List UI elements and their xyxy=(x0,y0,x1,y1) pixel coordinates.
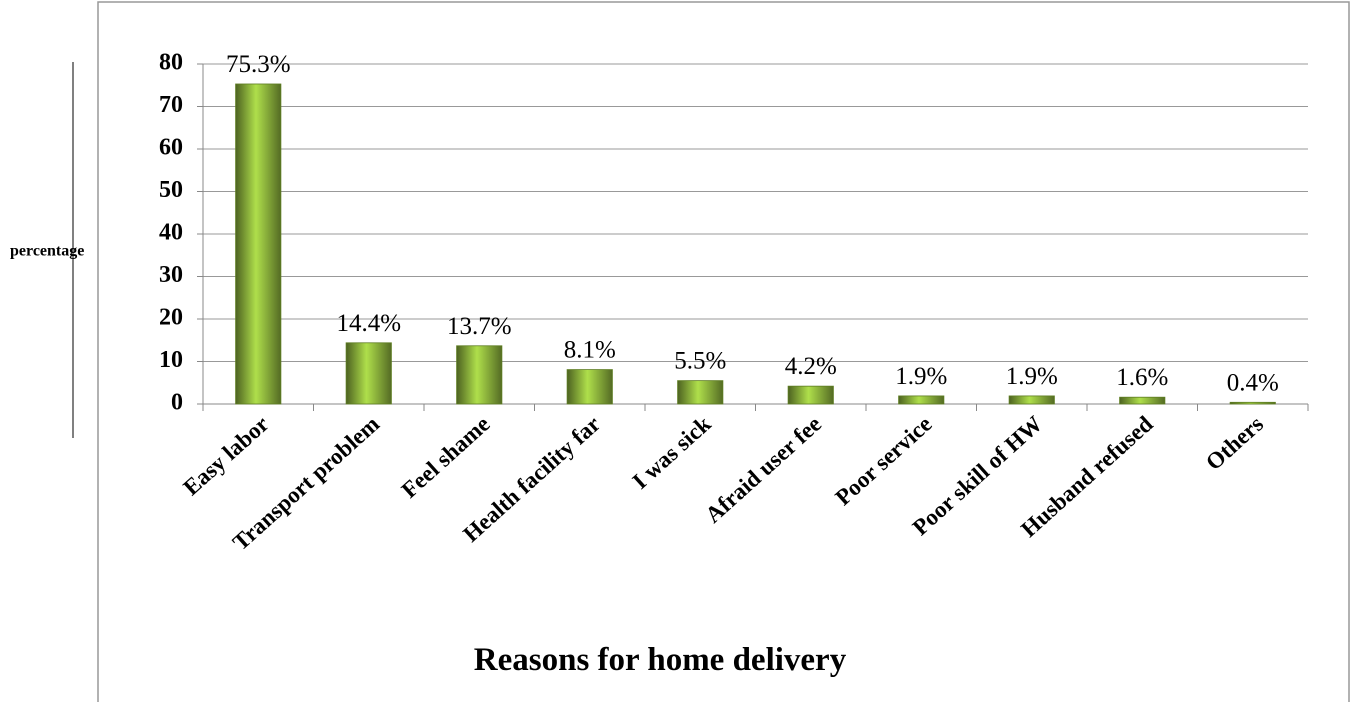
value-label: 13.7% xyxy=(447,313,512,340)
y-tick-label: 50 xyxy=(159,177,183,203)
value-label: 5.5% xyxy=(674,348,726,375)
bar xyxy=(235,83,282,405)
value-label: 75.3% xyxy=(226,51,291,78)
value-label: 1.6% xyxy=(1116,364,1168,391)
bar xyxy=(1008,395,1055,405)
chart-frame xyxy=(97,1,1350,702)
value-label: 0.4% xyxy=(1227,369,1279,396)
y-tick-label: 20 xyxy=(159,305,183,331)
y-tick-label: 40 xyxy=(159,220,183,246)
y-tick-label: 30 xyxy=(159,262,183,288)
value-label: 1.9% xyxy=(1006,363,1058,390)
bar xyxy=(1229,401,1276,405)
value-label: 8.1% xyxy=(564,337,616,364)
bar xyxy=(1119,396,1166,405)
y-tick-label: 60 xyxy=(159,135,183,161)
value-label: 1.9% xyxy=(895,363,947,390)
y-tick-label: 10 xyxy=(159,347,183,373)
bar xyxy=(566,369,613,405)
y-axis-label: percentage xyxy=(10,243,84,260)
y-tick-label: 80 xyxy=(159,50,183,76)
bar xyxy=(345,342,392,405)
x-axis-label: Reasons for home delivery xyxy=(474,642,847,678)
bar xyxy=(898,395,945,405)
y-tick-label: 0 xyxy=(171,390,183,416)
bar xyxy=(677,380,724,405)
y-tick-label: 70 xyxy=(159,92,183,118)
value-label: 14.4% xyxy=(336,310,401,337)
bar xyxy=(787,385,834,405)
bar xyxy=(456,345,503,405)
value-label: 4.2% xyxy=(785,353,837,380)
